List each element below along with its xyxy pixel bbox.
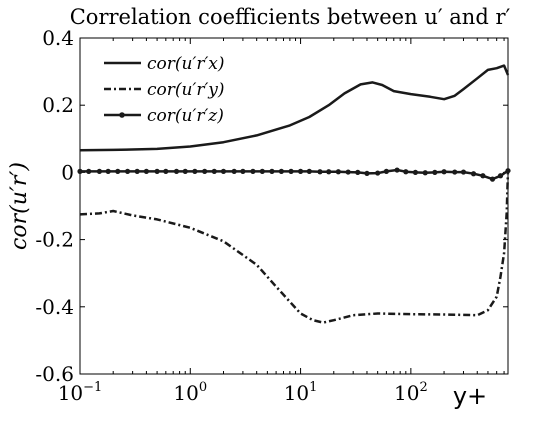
series-point	[143, 168, 149, 174]
series-point	[306, 168, 312, 174]
series-point	[77, 168, 83, 174]
y-tick-label: -0.2	[35, 228, 74, 252]
y-axis-label: cor(u′r′)	[7, 162, 32, 250]
series-point	[115, 168, 121, 174]
series-point	[96, 168, 103, 174]
y-tick-label: -0.6	[35, 362, 74, 386]
series-point	[355, 169, 361, 175]
series-point	[211, 168, 217, 174]
series-point	[163, 168, 169, 174]
series-point	[86, 168, 92, 174]
series-point	[288, 168, 294, 174]
series-point	[394, 167, 400, 173]
legend-label-1: cor(u′r′y)	[147, 80, 225, 100]
series-point	[317, 169, 323, 175]
series-point	[259, 168, 265, 174]
series-point	[497, 173, 504, 179]
x-tick-label: 10−1	[58, 380, 103, 405]
series-point	[452, 169, 458, 175]
series-point	[173, 168, 180, 174]
legend-label-2: cor(u′r′z)	[147, 106, 224, 126]
series-point	[335, 169, 341, 175]
series-point	[134, 168, 140, 174]
series-point	[154, 168, 160, 174]
series-point	[432, 169, 438, 175]
x-tick-label: 102	[394, 380, 428, 405]
series-point	[326, 169, 332, 175]
x-tick-label: 101	[284, 380, 318, 405]
series-layer	[77, 64, 511, 324]
legend: cor(u′r′x) cor(u′r′y) cor(u′r′z)	[96, 44, 242, 130]
series-point	[489, 176, 496, 182]
series-point	[231, 168, 237, 174]
y-tick-label: 0	[61, 160, 74, 184]
legend-marker	[119, 112, 125, 118]
y-tick-label: 0.4	[42, 26, 74, 50]
y-axis-label-text: cor(u′r′)	[7, 162, 32, 250]
series-point	[441, 169, 447, 175]
series-point	[345, 169, 351, 175]
series-point	[470, 171, 477, 177]
series-point	[480, 173, 486, 179]
series-point	[383, 168, 389, 174]
series-line-2	[80, 168, 509, 181]
series-point	[422, 170, 428, 176]
series-point	[220, 168, 227, 174]
series-point	[124, 168, 131, 174]
axis-ticks: -0.6 -0.4 -0.2 0 0.2 0.4 10−1 100 101 102	[35, 26, 508, 405]
series-point	[460, 169, 467, 175]
y-tick-label: 0.2	[42, 93, 74, 117]
series-point	[412, 169, 419, 175]
legend-label-0: cor(u′r′x)	[147, 54, 225, 74]
plot-frame	[79, 37, 509, 375]
series-line-0	[79, 64, 510, 152]
series-point	[297, 168, 304, 174]
series-point	[105, 168, 111, 174]
x-axis-label: y+	[453, 382, 487, 410]
series-point	[278, 168, 284, 174]
series-line-1	[79, 170, 510, 324]
series-point	[240, 168, 246, 174]
chart-title: Correlation coefficients between u′ and …	[70, 5, 511, 29]
y-tick-label: -0.4	[35, 295, 74, 319]
series-point	[192, 168, 198, 174]
series-point	[403, 169, 409, 175]
x-tick-label: 100	[173, 380, 207, 405]
series-point	[364, 170, 370, 177]
series-point	[269, 168, 275, 174]
series-point	[375, 170, 381, 176]
series-point	[202, 168, 208, 174]
series-point	[505, 168, 511, 174]
series-point	[182, 168, 188, 174]
series-point	[250, 168, 256, 174]
